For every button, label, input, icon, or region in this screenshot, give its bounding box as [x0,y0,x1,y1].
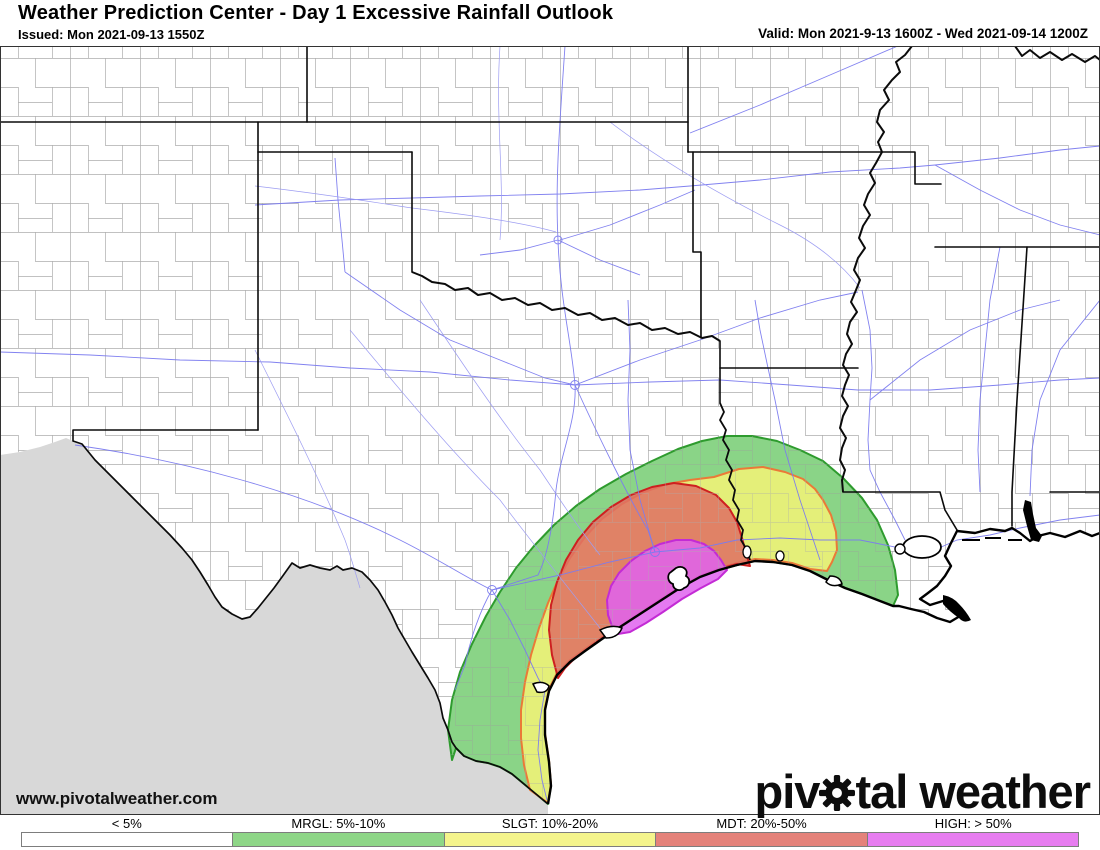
mexico-region [0,438,548,815]
legend-swatch-marginal [233,832,445,847]
watermark-url: www.pivotalweather.com [16,789,218,808]
legend-label-high: HIGH: > 50% [934,816,1012,831]
legend-label-moderate: MDT: 20%-50% [716,816,807,831]
barrier-islands [962,537,1022,541]
legend-label-none: < 5% [111,816,142,831]
legend-label-slight: SLGT: 10%-20% [501,816,599,831]
gear-icon [819,775,856,811]
page-title: Weather Prediction Center - Day 1 Excess… [18,2,614,24]
highway-lines [0,46,1100,801]
us-land-counties [0,46,1100,804]
legend-swatch-none [21,832,234,847]
mobile-bay [1023,500,1042,542]
bays-and-lakes [531,535,942,694]
issued-timestamp: Issued: Mon 2021-09-13 1550Z [18,27,205,42]
state-borders [0,46,1100,531]
legend-swatch-moderate [656,832,868,847]
mississippi-delta [943,595,971,622]
map-svg [0,46,1100,815]
logo-text-left: piv [754,765,821,818]
outlook-map-canvas: www.pivotalweather.com piv tal weather [0,46,1100,815]
valid-timestamp: Valid: Mon 2021-9-13 1600Z - Wed 2021-09… [758,26,1088,41]
border-rivers [72,46,1100,805]
logo-text-right: tal weather [855,765,1091,818]
legend-label-marginal: MRGL: 5%-10% [291,816,386,831]
legend-color-bar [0,832,1100,847]
risk-legend: < 5% MRGL: 5%-10% SLGT: 10%-20% MDT: 20%… [0,816,1100,850]
gulf-coastline [543,526,1100,805]
pivotal-weather-logo: piv tal weather [754,765,1091,818]
legend-swatch-slight [444,832,657,847]
legend-swatch-high [867,832,1080,847]
